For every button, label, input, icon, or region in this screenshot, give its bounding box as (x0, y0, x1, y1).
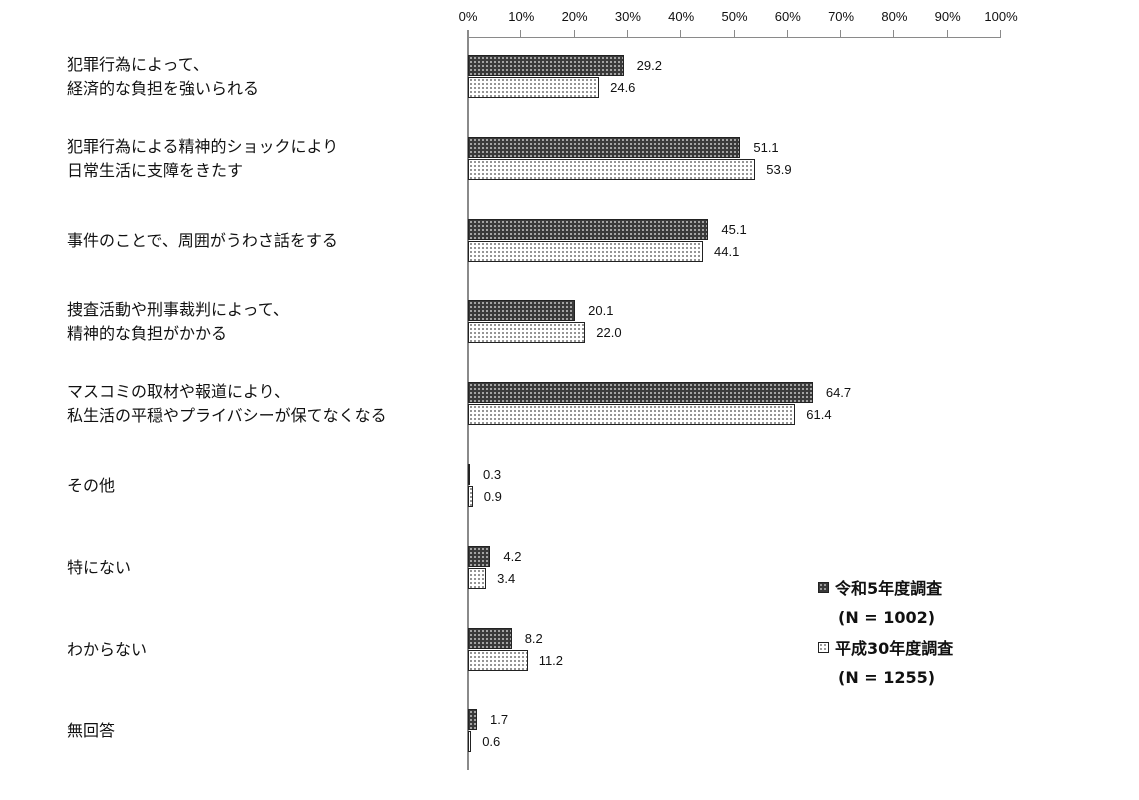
bar-light (468, 567, 487, 589)
legend-label: 令和5年度調査 (835, 579, 943, 598)
legend-item-reiwa5: 令和5年度調査 (818, 572, 953, 602)
legend-n-heisei30: (N = 1255) (838, 667, 936, 687)
bar-dark (468, 218, 709, 240)
value-label: 0.6 (482, 734, 501, 750)
x-tick-label: 80% (881, 9, 908, 24)
x-tick-label: 60% (774, 9, 801, 24)
category-label-line: 日常生活に支障をきたす (67, 160, 244, 180)
x-tick-label: 10% (508, 9, 535, 24)
value-label: 51.1 (753, 139, 779, 155)
x-tick (947, 30, 948, 37)
x-tick-label: 20% (561, 9, 588, 24)
category-label-line: わからない (67, 639, 148, 659)
bar-dark (468, 709, 478, 731)
value-label: 29.2 (636, 58, 662, 73)
value-label: 0.9 (483, 489, 502, 504)
category-label: 事件のことで、周囲がうわさ話をする (67, 229, 338, 253)
category-label-line: 精神的な負担がかかる (67, 324, 228, 344)
category-label: 犯罪行為による精神的ショックにより 日常生活に支障をきたす (67, 135, 338, 183)
value-label: 45.1 (721, 221, 747, 237)
bar-dark (468, 464, 470, 485)
category-label: わからない (67, 638, 147, 662)
bar-dark (468, 136, 741, 158)
bar-light (468, 649, 528, 671)
x-tick (574, 30, 575, 37)
bar-light (468, 404, 796, 426)
value-label: 24.6 (610, 80, 636, 95)
x-tick (787, 30, 788, 37)
legend-swatch-light-icon (818, 641, 829, 653)
value-label: 64.7 (825, 385, 852, 401)
bar-light (468, 158, 756, 180)
value-label: 0.3 (483, 467, 502, 482)
value-label: 1.7 (490, 712, 509, 728)
x-tick-label: 50% (721, 9, 748, 24)
x-tick (627, 30, 628, 37)
x-tick (1000, 30, 1001, 37)
x-tick-label: 90% (934, 9, 961, 24)
x-tick (734, 30, 735, 37)
category-label-line: 犯罪行為による精神的ショックにより (67, 136, 339, 156)
x-tick-label: 0% (458, 9, 478, 24)
value-label: 61.4 (806, 407, 832, 423)
x-tick (520, 30, 521, 37)
category-label-line: 無回答 (67, 721, 116, 741)
bar-dark (468, 55, 624, 76)
x-tick (467, 30, 468, 37)
category-label-line: マスコミの取材や報道により、 (67, 382, 291, 402)
value-label: 20.1 (588, 303, 614, 319)
x-tick (840, 30, 841, 37)
x-tick-label: 40% (668, 9, 695, 24)
bar-dark (468, 300, 576, 322)
bar-light (468, 77, 600, 98)
category-label-line: 特にない (67, 557, 132, 577)
bar-light (468, 240, 704, 262)
value-label: 53.9 (766, 161, 792, 177)
value-label: 44.1 (714, 243, 740, 259)
category-label-line: 私生活の平穏やプライバシーが保てなくなる (67, 406, 387, 426)
x-tick (893, 30, 894, 37)
legend-label: 平成30年度調査 (835, 639, 954, 658)
bar-dark (468, 627, 512, 649)
legend-swatch-dark-icon (818, 581, 829, 593)
legend-n-reiwa5: (N = 1002) (838, 607, 936, 627)
value-label: 22.0 (596, 325, 622, 341)
value-label: 11.2 (538, 652, 564, 668)
bar-dark (468, 545, 491, 567)
bar-light (468, 486, 473, 507)
x-tick (680, 30, 681, 37)
legend-item-heisei30: 平成30年度調査 (818, 632, 953, 662)
category-label: 特にない (67, 556, 131, 580)
x-tick-label: 100% (984, 9, 1018, 24)
bar-light (468, 731, 472, 753)
category-label-line: 経済的な負担を強いられる (67, 79, 260, 98)
legend: 令和5年度調査 (N = 1002) 平成30年度調査 (N = 1255) (818, 572, 953, 692)
category-label-line: 捜査活動や刑事裁判によって、 (67, 300, 289, 320)
x-tick-label: 30% (614, 9, 641, 24)
category-label-line: 事件のことで、周囲がうわさ話をする (67, 230, 338, 250)
category-label: マスコミの取材や報道により、私生活の平穏やプライバシーが保てなくなる (67, 380, 387, 428)
category-label-line: その他 (67, 476, 116, 495)
category-label: 捜査活動や刑事裁判によって、 精神的な負担がかかる (67, 298, 289, 346)
category-label-line: 犯罪行為によって、 (67, 55, 209, 74)
category-label: 犯罪行為によって、経済的な負担を強いられる (67, 53, 259, 101)
category-label: 無回答 (67, 719, 115, 743)
x-axis-line (467, 37, 1001, 38)
x-tick-label: 70% (828, 9, 855, 24)
value-label: 8.2 (524, 630, 543, 646)
value-label: 4.2 (503, 548, 522, 564)
bar-light (468, 322, 586, 344)
value-label: 3.4 (497, 570, 516, 586)
category-label: その他 (67, 474, 115, 498)
bar-dark (468, 382, 813, 404)
